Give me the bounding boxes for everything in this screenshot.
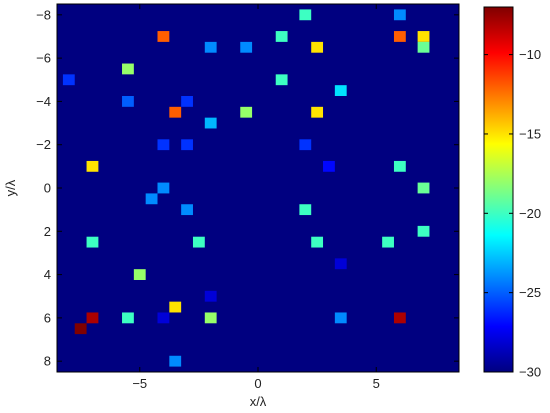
heatmap-cell <box>417 41 430 53</box>
x-tick-label: 0 <box>254 376 261 391</box>
x-tick-label: −5 <box>132 376 147 391</box>
y-tick-label: 2 <box>44 224 51 239</box>
heatmap-cell <box>169 301 182 313</box>
heatmap-cell <box>417 225 430 237</box>
heatmap-cell <box>334 312 347 324</box>
heatmap-cell <box>417 31 430 42</box>
x-axis-label: x/λ <box>250 394 267 409</box>
y-tick-label: 4 <box>44 267 51 282</box>
heatmap-cell <box>311 41 324 53</box>
heatmap-cell <box>157 139 170 151</box>
heatmap-cell <box>382 236 394 248</box>
heatmap-cell <box>122 96 134 107</box>
heatmap-cell <box>323 160 335 172</box>
heatmap-cell <box>181 204 193 216</box>
heatmap-cell <box>393 31 406 42</box>
heatmap-cell <box>393 160 406 172</box>
heatmap-cell <box>204 312 217 324</box>
heatmap-cell <box>299 9 312 21</box>
heatmap-cell <box>145 193 158 205</box>
y-tick-label: −6 <box>36 51 51 66</box>
heatmap-cell <box>192 236 205 248</box>
heatmap-cell <box>275 31 288 42</box>
heatmap-cell <box>204 117 217 129</box>
heatmap-cell <box>133 269 146 280</box>
heatmap-cell <box>86 236 99 248</box>
y-tick-label: −2 <box>36 137 51 152</box>
heatmap-cell <box>299 139 312 151</box>
heatmap-cell <box>74 323 87 335</box>
heatmap-cell <box>169 106 182 118</box>
colorbar-tick-label: −15 <box>519 126 541 141</box>
y-tick-label: −8 <box>36 7 51 22</box>
heatmap-cell <box>86 312 99 324</box>
heatmap-cell <box>334 85 347 96</box>
heatmap-cell <box>299 204 312 216</box>
y-tick-label: 8 <box>44 354 51 369</box>
colorbar-tick-label: −30 <box>519 365 541 380</box>
heatmap-cell <box>122 63 134 75</box>
colorbar-tick-label: −25 <box>519 285 541 300</box>
heatmap-cell <box>157 31 170 42</box>
heatmap-cell <box>393 312 406 324</box>
heatmap-cell <box>240 106 253 118</box>
y-tick-label: 6 <box>44 310 51 325</box>
heatmap-cell <box>334 258 347 270</box>
heatmap-cell <box>181 139 193 151</box>
heatmap-cell <box>86 160 99 172</box>
x-tick-label: 5 <box>373 376 380 391</box>
heatmap-cell <box>417 182 430 194</box>
heatmap-cell <box>204 290 217 302</box>
y-tick-label: 0 <box>44 181 51 196</box>
heatmap-cell <box>240 41 253 53</box>
plot-area: −5 0 5 −8 −6 −4 −2 0 2 4 6 8 <box>36 3 460 391</box>
heatmap-cell <box>181 96 193 107</box>
heatmap-cell <box>311 106 324 118</box>
y-tick-label: −4 <box>36 94 51 109</box>
heatmap-cell <box>393 9 406 21</box>
colorbar: −10 −15 −20 −25 −30 <box>483 6 541 380</box>
heatmap-cell <box>122 312 134 324</box>
heatmap-cell <box>62 74 75 86</box>
heatmap-cell <box>275 74 288 86</box>
colorbar-tick-label: −20 <box>519 206 541 221</box>
heatmap-cell <box>169 355 182 367</box>
heatmap-cell <box>157 312 170 324</box>
heatmap-cell <box>311 236 324 248</box>
heatmap-cell <box>204 41 217 53</box>
colorbar-tick-label: −10 <box>519 47 541 62</box>
colorbar-gradient <box>483 6 514 373</box>
heatmap-cell <box>157 182 170 194</box>
y-axis-label: y/λ <box>3 179 18 196</box>
